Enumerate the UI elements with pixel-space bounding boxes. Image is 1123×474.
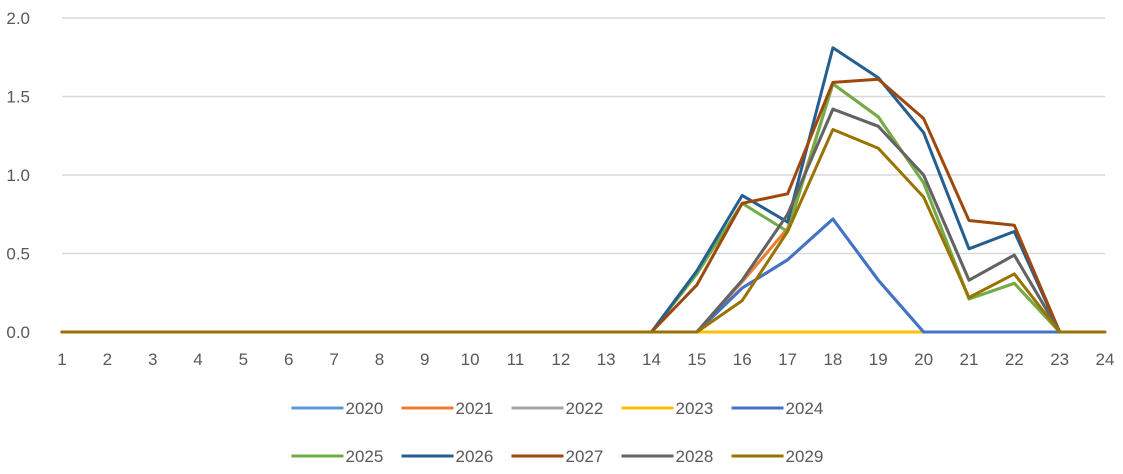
x-tick-label: 9 [420,350,429,369]
x-tick-label: 13 [597,350,616,369]
legend-label: 2021 [456,399,494,418]
y-tick-label: 0.0 [6,323,30,342]
y-tick-label: 0.5 [6,245,30,264]
legend: 2020 2021 2022 2023 2024 2025 2026 2027 2028 2029 [291,399,824,466]
y-tick-label: 2.0 [6,9,30,28]
y-axis-ticks: 0.0 0.5 1.0 1.5 2.0 [6,9,30,342]
series-line-2022 [60,107,1062,334]
series-line-2021 [60,82,1062,334]
series-line-2026 [60,46,1062,334]
legend-item-2025: 2025 [291,447,384,466]
x-tick-label: 7 [329,350,338,369]
series-line-2024 [60,217,1062,334]
x-tick-label: 11 [507,350,525,369]
x-tick-label: 22 [1005,350,1024,369]
x-tick-label: 16 [733,350,752,369]
legend-label: 2029 [786,447,824,466]
y-tick-label: 1.5 [6,88,30,107]
legend-item-2023: 2023 [621,399,714,418]
x-tick-label: 20 [914,350,933,369]
x-tick-label: 3 [148,350,157,369]
x-tick-label: 19 [869,350,888,369]
legend-item-2029: 2029 [731,447,824,466]
x-tick-label: 2 [103,350,112,369]
x-tick-label: 17 [778,350,797,369]
series-line-2025 [60,82,1062,334]
x-tick-label: 10 [461,350,480,369]
x-tick-label: 12 [551,350,570,369]
x-tick-label: 6 [284,350,293,369]
x-tick-label: 5 [239,350,248,369]
legend-label: 2020 [346,399,384,418]
legend-label: 2028 [676,447,714,466]
x-tick-label: 21 [959,350,978,369]
x-tick-label: 23 [1050,350,1069,369]
legend-item-2022: 2022 [511,399,604,418]
legend-label: 2026 [456,447,494,466]
x-tick-label: 15 [687,350,706,369]
x-axis-ticks: 1 2 3 4 5 6 7 8 9 10 11 12 13 14 15 16 17 18 19 20 21 22 23 24 [57,350,1114,369]
legend-label: 2024 [786,399,824,418]
series-line-2029 [60,128,1107,334]
x-tick-label: 4 [193,350,202,369]
legend-label: 2025 [346,447,384,466]
series-line-2028 [60,107,1062,334]
legend-label: 2027 [566,447,604,466]
x-tick-label: 1 [57,350,66,369]
legend-item-2020: 2020 [291,399,384,418]
y-tick-label: 1.0 [6,166,30,185]
legend-item-2028: 2028 [621,447,714,466]
gridlines [62,17,1105,255]
x-tick-label: 18 [823,350,842,369]
series-lines [60,46,1107,334]
legend-item-2027: 2027 [511,447,604,466]
x-tick-label: 24 [1096,350,1115,369]
x-tick-label: 14 [642,350,661,369]
legend-item-2026: 2026 [401,447,494,466]
legend-item-2021: 2021 [401,399,494,418]
x-tick-label: 8 [375,350,384,369]
legend-label: 2023 [676,399,714,418]
legend-item-2024: 2024 [731,399,824,418]
legend-label: 2022 [566,399,604,418]
